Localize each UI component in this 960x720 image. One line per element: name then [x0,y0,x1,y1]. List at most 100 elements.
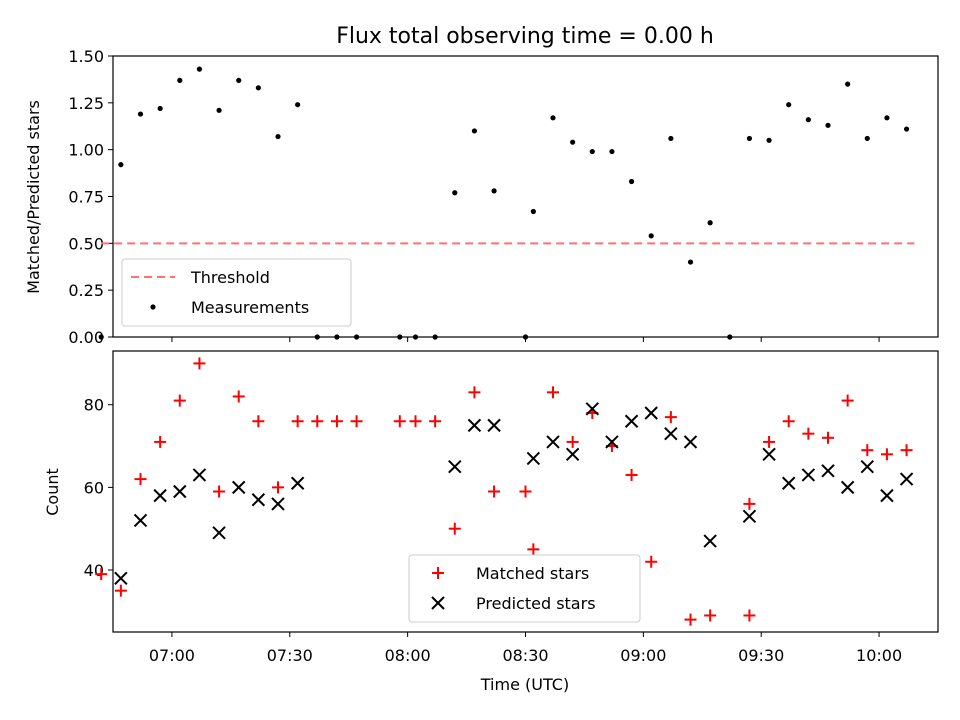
legend-measurements-label: Measurements [191,298,309,317]
matched-star-point [114,584,127,597]
matched-stars-points [95,357,913,626]
predicted-star-point [448,459,462,474]
matched-star-point [429,415,442,428]
chart-title: Flux total observing time = 0.00 h [336,24,714,49]
bottom-plot-frame [112,350,939,633]
measurement-point [295,102,301,108]
matched-star-point [684,613,697,626]
bottom-x-tick-label: 09:30 [738,646,784,665]
x-axis-label: Time (UTC) [480,675,569,694]
matched-star-point [213,485,226,498]
matched-star-point [350,415,363,428]
measurement-point [236,77,242,83]
bottom-y-tick-label: 80 [84,396,104,415]
measurement-point [668,135,674,142]
measurement-point [707,220,713,226]
bottom-x-tick-label: 08:00 [385,646,431,665]
matched-star-point [519,485,532,498]
predicted-star-point [133,513,148,528]
measurement-point [589,148,595,155]
measurement-point [648,233,654,239]
legend-matched-label: Matched stars [476,564,589,583]
matched-star-point [664,411,677,424]
measurement-point [746,135,753,142]
matched-star-point [95,568,108,581]
predicted-star-point [899,472,914,486]
predicted-star-point [644,406,658,420]
bottom-legend: Matched stars Predicted stars [408,554,641,623]
measurement-point [570,139,576,145]
top-y-tick-label: 0.25 [68,281,104,300]
bottom-x-tick-label: 07:00 [149,646,195,665]
matched-star-point [409,415,422,428]
matched-star-point [330,415,343,428]
measurement-point [118,162,124,168]
measurement-point [471,128,478,134]
bottom-x-tick-label: 07:30 [267,646,313,665]
measurement-point [609,148,615,155]
predicted-star-point [605,435,619,449]
bottom-x-tick-label: 08:30 [502,646,548,665]
measurement-point [884,115,890,121]
predicted-star-point [624,414,639,428]
matched-star-point [645,555,658,568]
predicted-star-point [290,476,305,490]
matched-star-point [743,497,756,510]
predicted-star-point [880,488,894,503]
measurement-point [845,81,851,87]
matched-star-point [134,473,147,486]
predicted-star-point [546,435,560,449]
matched-star-point [880,448,893,461]
top-y-axis-label: Matched/Predicted stars [24,100,43,294]
predicted-star-point [565,447,580,462]
predicted-star-point [742,509,757,524]
measurement-point [903,126,910,132]
measurement-point [766,137,772,143]
measurement-point [530,208,536,215]
matched-star-point [311,415,324,428]
measurement-point [687,259,694,265]
predicted-star-point [114,571,128,585]
predicted-star-point [821,464,835,478]
matched-star-point [154,435,167,448]
predicted-star-point [153,488,167,503]
bottom-x-axis: 07:00 07:30 08:00 08:30 09:00 09:30 10:00 [149,632,902,665]
predicted-star-point [467,418,482,433]
top-y-tick-label: 1.50 [68,47,104,66]
top-plot-frame [112,55,939,338]
predicted-star-point [860,459,874,474]
measurement-point [786,102,792,108]
matched-star-point [193,357,206,370]
predicted-star-point [585,402,599,416]
top-y-tick-label: 0.75 [68,188,104,207]
matched-star-point [566,435,579,448]
matched-star-point [488,485,501,498]
top-y-tick-label: 0.50 [68,234,104,253]
measurement-point [275,133,281,140]
bottom-legend-box [408,554,641,623]
predicted-legend-marker [431,596,445,610]
count-panel: 40 60 80 Count 07:00 07:30 08:00 08:30 09:00 09… [43,350,939,694]
matched-star-point [173,394,186,407]
measurement-point [98,334,104,340]
matched-star-point [822,431,834,444]
measurement-point [864,135,870,142]
matched-star-point [841,394,854,407]
bottom-y-tick-label: 40 [84,561,104,580]
measurement-point [825,122,831,128]
measurement-point [196,66,203,72]
matched-star-point [393,415,406,428]
bottom-y-axis: 40 60 80 [84,396,113,580]
predicted-star-point [762,447,776,462]
matched-star-point [763,435,776,448]
measurements-legend-marker [150,304,156,310]
measurement-point [137,111,144,117]
measurement-point [452,190,458,196]
top-y-axis: 0.00 0.25 0.50 0.75 1.00 1.25 1.50 [68,47,113,347]
measurement-point [255,85,261,91]
matched-star-point [448,522,461,535]
top-y-tick-label: 0.00 [68,328,104,347]
predicted-star-point [782,476,796,490]
top-legend: Threshold Measurements [121,258,352,327]
